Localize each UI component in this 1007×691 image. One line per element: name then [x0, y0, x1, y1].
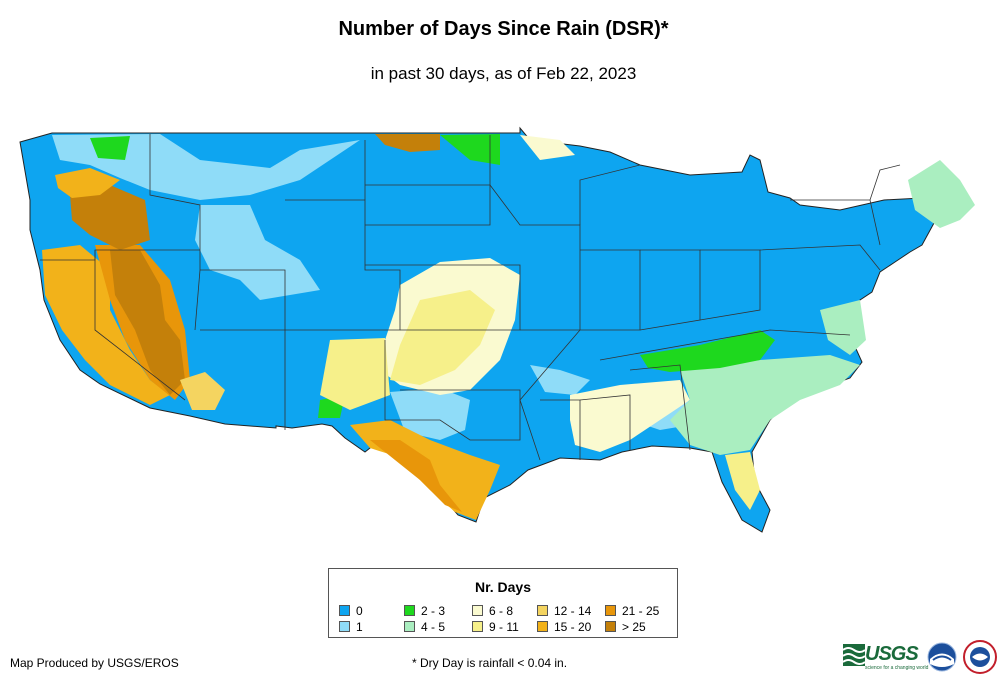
zone-4-5-newengland: [908, 160, 975, 228]
zone-2-3-tennessee: [640, 330, 775, 372]
noaa-logo-icon: [927, 642, 957, 672]
zone-9-11-nm: [320, 338, 390, 410]
zone-1-rockies: [195, 205, 320, 300]
conus-dsr-map: [19, 126, 975, 533]
legend-swatch: [605, 605, 616, 616]
legend-item-over-25: > 25: [605, 620, 646, 634]
legend-box: Nr. Days 0 1 2 - 3 4 - 5 6 - 8 9 - 11 12…: [328, 568, 678, 638]
usgs-tagline: science for a changing world: [865, 665, 929, 671]
zone-4-5-midatlantic: [820, 300, 866, 355]
legend-item-21-25: 21 - 25: [605, 604, 659, 618]
nws-logo-icon: [963, 640, 997, 674]
zone-9-11-plains: [390, 290, 495, 385]
usgs-logo-text: USGS: [865, 643, 919, 665]
legend-item-1: 1: [339, 620, 363, 634]
map-credit: Map Produced by USGS/EROS: [10, 656, 179, 670]
legend-item-4-5: 4 - 5: [404, 620, 445, 634]
legend-swatch: [537, 621, 548, 632]
zone-6-8-upper: [520, 135, 575, 160]
legend-swatch: [404, 605, 415, 616]
zone-12-14-arizona: [180, 372, 225, 410]
map-title: Number of Days Since Rain (DSR)*: [338, 18, 669, 40]
legend-title: Nr. Days: [474, 579, 532, 595]
legend-item-2-3: 2 - 3: [404, 604, 445, 618]
legend-swatch: [472, 621, 483, 632]
zone-2-3-west: [90, 136, 130, 160]
zone-15-20-california: [42, 245, 170, 405]
zone-4-5-southeast: [670, 355, 860, 455]
legend-item-0: 0: [339, 604, 363, 618]
legend-item-9-11: 9 - 11: [472, 620, 519, 634]
legend-swatch: [339, 605, 350, 616]
zone-over25-oregon: [70, 185, 150, 250]
legend-item-15-20: 15 - 20: [537, 620, 591, 634]
legend-swatch: [339, 621, 350, 632]
map-subtitle: in past 30 days, as of Feb 22, 2023: [370, 64, 637, 83]
zone-1-northwest: [52, 134, 360, 200]
legend-item-6-8: 6 - 8: [472, 604, 513, 618]
state-borders: [40, 134, 901, 461]
zone-2-3-north: [440, 134, 500, 165]
dry-day-note: * Dry Day is rainfall < 0.04 in.: [412, 656, 568, 670]
zone-1-midwest: [530, 365, 590, 395]
legend-swatch: [472, 605, 483, 616]
zone-15-20-oregon: [55, 168, 120, 198]
usgs-wave-icon: [843, 644, 865, 666]
zone-9-11-florida: [725, 452, 760, 510]
agency-logos: USGS science for a changing world: [843, 636, 1003, 676]
legend-swatch: [404, 621, 415, 632]
zone-over25-nevada: [110, 250, 185, 395]
legend-item-12-14: 12 - 14: [537, 604, 591, 618]
zone-21-25-texas: [370, 440, 462, 512]
zone-over25-northern: [375, 134, 440, 152]
legend-swatch: [537, 605, 548, 616]
legend-swatch: [605, 621, 616, 632]
